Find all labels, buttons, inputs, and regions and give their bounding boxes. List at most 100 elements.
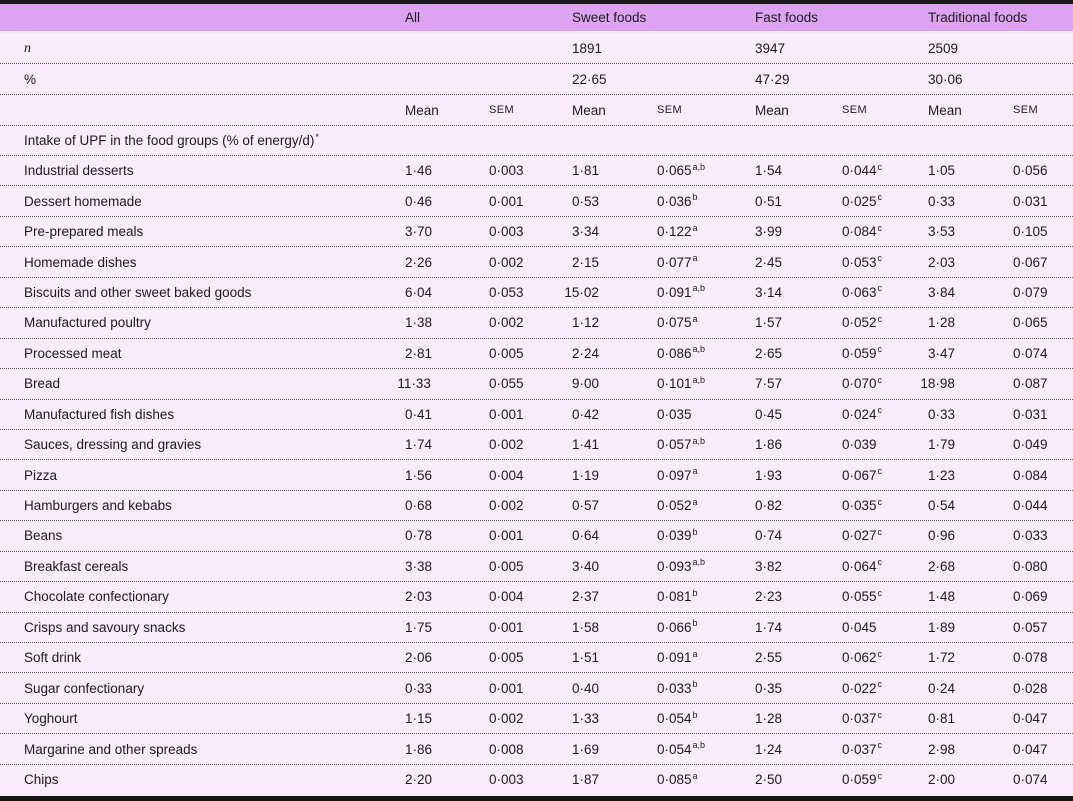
row-label: Margarine and other spreads [24, 741, 198, 757]
mean-value: 2·00 [928, 772, 956, 788]
sem-value: 0·081b [657, 587, 698, 605]
mean-value: 2·50 [755, 772, 783, 788]
significance-superscript: a [692, 770, 698, 781]
sem-value: 0·055c [842, 587, 883, 605]
mean-value: 1·56 [405, 467, 433, 483]
row-label: Processed meat [24, 345, 122, 361]
sem-value: 0·002 [489, 254, 524, 270]
sem-value: 0·033 [1013, 528, 1048, 544]
mean-value: 0·81 [928, 711, 956, 727]
significance-superscript: a [692, 496, 698, 507]
percent-row-label: % [24, 71, 37, 87]
mean-value: 2·65 [755, 345, 783, 361]
sem-value: 0·001 [489, 680, 524, 696]
mean-value: 2·98 [928, 741, 956, 757]
sem-value: 0·044c [842, 161, 883, 179]
sem-value: 0·059c [842, 770, 883, 788]
row-label: Sauces, dressing and gravies [24, 437, 202, 453]
sem-value: 0·097a [657, 466, 698, 483]
sem-value: 0·079 [1013, 284, 1048, 300]
table-row: Yoghourt 1·15 0·002 1·33 0·054b 1·28 0·037c 0·8… [0, 703, 1073, 735]
table-row: Bread 11·33 0·055 9·00 0·101a,b 7·57 0·070c 18·… [0, 369, 1073, 400]
sem-value: 0·053c [842, 253, 883, 270]
percent-fast-foods: 47·29 [755, 71, 790, 87]
significance-superscript: b [692, 709, 698, 720]
sem-header-traditional: SEM [1013, 104, 1039, 116]
sem-value: 0·077a [657, 253, 698, 270]
table-row: Sauces, dressing and gravies 1·74 0·002 1·4… [0, 429, 1073, 461]
sem-value: 0·001 [489, 528, 524, 544]
sem-value: 0·001 [489, 193, 524, 209]
sem-value: 0·031 [1013, 193, 1048, 209]
row-label: Homemade dishes [24, 254, 137, 270]
mean-value: 1·15 [405, 711, 433, 727]
significance-superscript: c [877, 161, 883, 172]
sem-value: 0·003 [489, 772, 524, 788]
mean-value: 0·68 [405, 498, 433, 514]
mean-value: 2·03 [405, 589, 433, 605]
mean-value: 2·20 [405, 772, 433, 788]
sem-value: 0·047 [1013, 711, 1048, 727]
sem-value: 0·067c [842, 466, 883, 483]
mean-value: 1·51 [572, 650, 600, 666]
mean-value: 0·54 [928, 498, 956, 514]
sem-value: 0·001 [489, 619, 524, 635]
mean-value: 1·81 [572, 163, 600, 179]
significance-superscript: b [692, 587, 698, 598]
sem-value: 0·053 [489, 284, 524, 300]
sem-value: 0·047 [1013, 741, 1048, 757]
significance-superscript: a [692, 313, 698, 324]
significance-superscript: c [877, 740, 883, 751]
mean-value: 15·02 [564, 284, 599, 300]
mean-value: 1·74 [755, 619, 783, 635]
sem-value: 0·084c [842, 222, 883, 240]
sem-value: 0·065a,b [657, 161, 706, 179]
row-label: Bread [24, 376, 61, 392]
sem-header-fast: SEM [842, 104, 868, 116]
mean-value: 18·98 [920, 376, 955, 392]
sem-value: 0·091a,b [657, 283, 706, 300]
significance-superscript: c [877, 526, 883, 537]
sem-value: 0·054b [657, 709, 698, 727]
sem-value: 0·101a,b [657, 374, 706, 392]
significance-superscript: a,b [692, 557, 706, 568]
significance-superscript: c [877, 496, 883, 507]
sem-value: 0·070c [842, 374, 883, 392]
mean-value: 0·45 [755, 406, 783, 422]
mean-value: 1·38 [405, 315, 433, 331]
sem-value: 0·074 [1013, 345, 1048, 361]
mean-value: 1·79 [928, 437, 956, 453]
significance-superscript: a,b [692, 344, 706, 355]
sem-value: 0·044 [1013, 498, 1048, 514]
significance-superscript: a,b [692, 161, 706, 172]
sem-value: 0·036b [657, 192, 698, 209]
mean-value: 1·46 [405, 163, 433, 179]
mean-value: 1·23 [928, 467, 956, 483]
row-label: Crisps and savoury snacks [24, 619, 186, 635]
sem-value: 0·002 [489, 315, 524, 331]
significance-superscript: a [692, 222, 698, 233]
sem-value: 0·033b [657, 679, 698, 696]
row-label: Chocolate confectionary [24, 589, 169, 605]
sem-value: 0·001 [489, 406, 524, 422]
significance-superscript: a,b [692, 435, 706, 446]
row-label: Soft drink [24, 650, 82, 666]
sem-value: 0·055 [489, 376, 524, 392]
sem-value: 0·105 [1013, 224, 1048, 240]
column-group-fast-foods: Fast foods [755, 10, 819, 25]
table-row: Biscuits and other sweet baked goods 6·04… [0, 277, 1073, 309]
significance-superscript: c [877, 709, 883, 720]
mean-value: 1·75 [405, 619, 433, 635]
mean-value: 1·87 [572, 772, 600, 788]
sem-value: 0·004 [489, 589, 524, 605]
mean-value: 1·72 [928, 650, 956, 666]
sem-header-sweet: SEM [657, 104, 683, 116]
mean-value: 2·26 [405, 254, 433, 270]
table-row: Hamburgers and kebabs 0·68 0·002 0·57 0·052a… [0, 490, 1073, 522]
table-row: Chocolate confectionary 2·03 0·004 2·37 0·08… [0, 582, 1073, 613]
sem-value: 0·022c [842, 679, 883, 696]
mean-header-traditional: Mean [928, 102, 962, 118]
significance-superscript: c [877, 192, 883, 203]
column-group-all: All [405, 10, 421, 25]
